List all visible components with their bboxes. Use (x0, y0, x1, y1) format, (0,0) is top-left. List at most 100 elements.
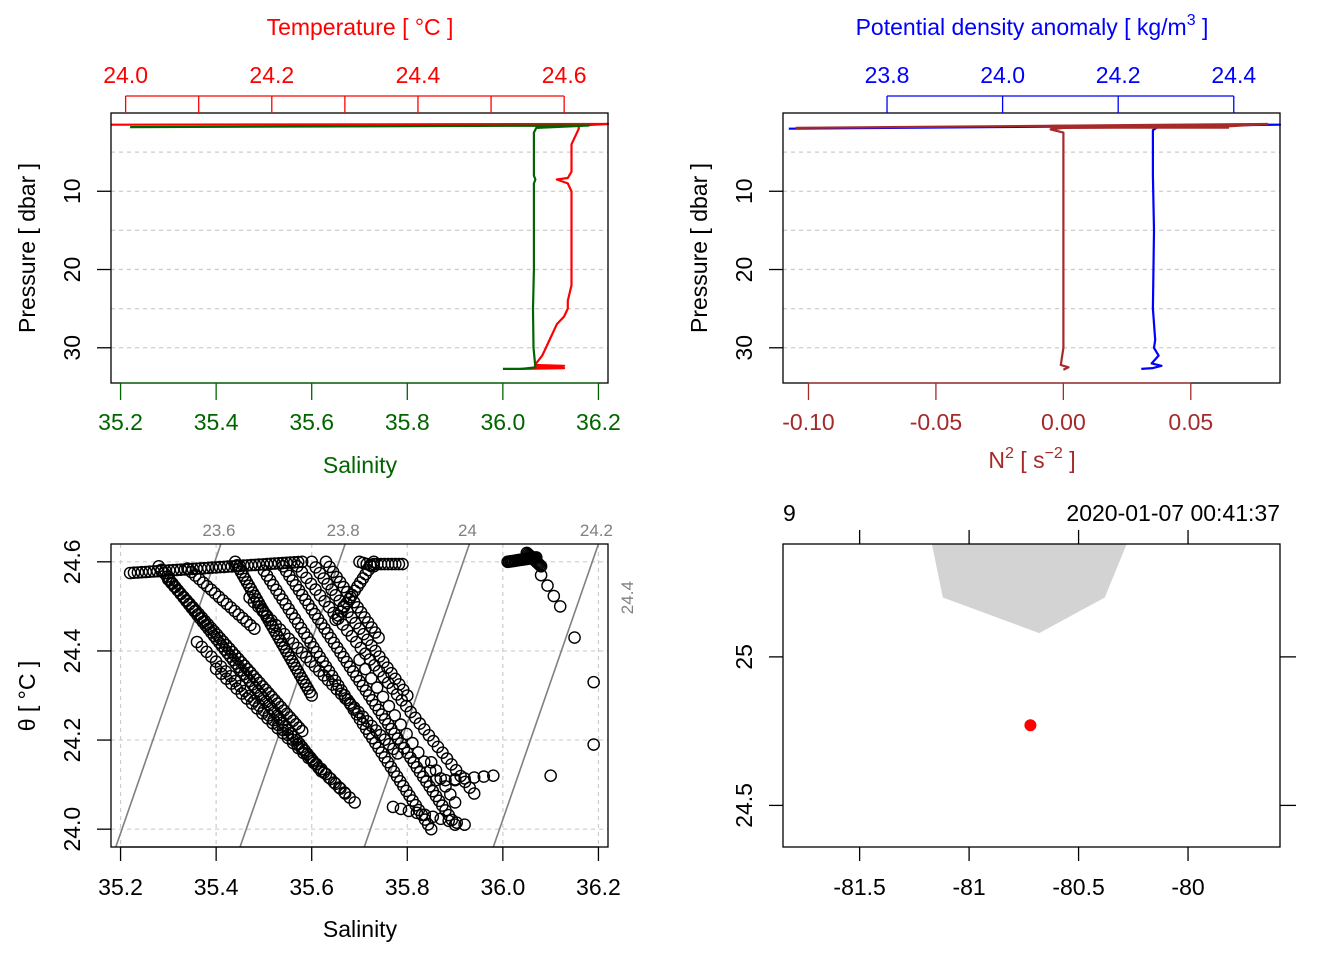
p3-data-point (568, 631, 581, 644)
p3-isopycnals: 23.6 23.8 24 24.2 24.4 (115, 521, 637, 847)
profile-density-n2-panel: 23.8 24.0 24.2 24.4 -0.10 -0.05 0.00 0.05 10 20 30… (686, 12, 1282, 473)
p3-data-point (547, 589, 561, 603)
ts-diagram-panel: 23.6 23.8 24 24.224.4 35.2 35.4 35.6 35.8 36.0 3… (14, 521, 637, 942)
p3-data-point (240, 615, 253, 628)
p3-data-point (448, 818, 462, 832)
p4-bottom-tick-label: -80.5 (1052, 874, 1104, 900)
p4-left-tick-label: 24.5 (731, 783, 757, 828)
p3-data-point (256, 604, 270, 618)
p3-data-point (188, 569, 202, 582)
p3-data-point (406, 736, 419, 750)
p3-bottom-tick-label: 35.6 (289, 874, 334, 900)
p3-data-point (531, 556, 545, 570)
p4-land-polygon (931, 544, 1127, 634)
p3-data-point (192, 572, 206, 586)
p3-data-point (372, 631, 385, 644)
p3-data-point (394, 718, 408, 731)
p2-bottom-tick-label: 0.00 (1041, 409, 1086, 435)
p3-data-point (417, 755, 431, 769)
p3-data-point (477, 770, 491, 783)
p2-bottom-tick-label: -0.10 (782, 409, 834, 435)
p4-station-marker (1024, 719, 1037, 732)
p1-bottom-tick-label: 35.8 (385, 409, 430, 435)
p3-data-point (232, 608, 245, 621)
p3-data-point (299, 650, 313, 664)
p3-data-point (295, 646, 309, 659)
p1-series (110, 122, 610, 370)
p3-theta-axis-title: θ [ °C ] (14, 661, 40, 732)
p3-data-point (587, 738, 600, 751)
p3-data-point (534, 568, 548, 582)
p4-content (931, 544, 1127, 732)
p3-data-point (467, 771, 481, 784)
p3-data-point (295, 724, 309, 738)
p3-data-point (370, 681, 384, 694)
p3-data-point (392, 557, 406, 571)
p3-data-point (400, 727, 413, 741)
p3-isopycnal-lines (115, 544, 600, 847)
p3-data-point (200, 579, 214, 593)
p1-series-temperature (110, 122, 610, 370)
p2-series-potential-density-anomaly (788, 123, 1282, 370)
p1-bottom-tick-label: 35.6 (289, 409, 334, 435)
p3-data-point (587, 675, 600, 689)
p2-density-title-main: Potential density anomaly [ kg/m (856, 14, 1187, 40)
p3-data-point (467, 787, 481, 800)
p3-data-point (359, 662, 372, 676)
p3-data-point (348, 796, 362, 809)
p1-series-salinity (130, 124, 591, 370)
p3-data-point (541, 579, 554, 592)
p3-isopycnal-label: 24 (458, 521, 477, 540)
p3-data-point (247, 595, 261, 609)
p1-top-tick-label: 24.6 (542, 62, 587, 88)
p1-top-tick-label: 24.4 (396, 62, 441, 88)
p3-bottom-tick-label: 36.2 (576, 874, 621, 900)
p2-density-axis-title: Potential density anomaly [ kg/m3 ] (856, 12, 1209, 40)
p3-data-point (544, 769, 557, 783)
p2-gridlines (783, 151, 1280, 349)
p3-salinity-axis-title: Salinity (323, 916, 398, 942)
p3-data-point (388, 709, 402, 722)
p4-station-time: 2020-01-07 00:41:37 (1066, 500, 1280, 526)
p3-data-point (251, 600, 265, 613)
p3-data-point (244, 618, 257, 632)
p3-data-point (533, 559, 547, 572)
p1-top-tick-label: 24.2 (249, 62, 294, 88)
p1-salinity-axis-title: Salinity (323, 452, 398, 478)
p3-data-point (364, 672, 378, 685)
p2-pressure-axis-title: Pressure [ dbar ] (686, 163, 712, 333)
p3-data-point (273, 623, 287, 636)
p3-data-point (224, 601, 238, 614)
p3-isopycnal-line (363, 544, 471, 847)
p2-top-tick-label: 24.4 (1211, 62, 1256, 88)
p3-data-point (448, 796, 462, 809)
p3-data-point (424, 822, 438, 836)
p3-data-point (530, 555, 544, 569)
profile-temperature-salinity-panel: 24.0 24.2 24.4 24.6 35.2 35.4 35.6 35.8 36.0 36.2… (14, 14, 621, 478)
p2-top-tick-label: 24.0 (980, 62, 1025, 88)
p3-data-point (434, 812, 448, 826)
p3-data-point (396, 557, 409, 571)
p3-bottom-tick-label: 36.0 (480, 874, 525, 900)
p1-bottom-tick-label: 36.0 (480, 409, 525, 435)
p3-data-point (291, 641, 304, 655)
p3-data-point (248, 622, 261, 636)
p4-bottom-tick-label: -81 (952, 874, 985, 900)
p2-top-tick-label: 23.8 (865, 62, 910, 88)
p3-data-point (356, 710, 370, 724)
p2-density-title-end: ] (1196, 14, 1209, 40)
p1-left-tick-label: 10 (59, 178, 85, 204)
p4-left-tick-label: 25 (731, 644, 757, 670)
p1-temperature-axis-title: Temperature [ °C ] (267, 14, 454, 40)
p3-data-point (286, 637, 300, 650)
p3-data-point (252, 699, 266, 712)
p3-data-point (448, 773, 462, 787)
p3-data-point (278, 627, 291, 641)
p3-data-point (305, 689, 319, 702)
p3-data-point (282, 632, 296, 646)
p3-data-point (228, 604, 241, 618)
p3-data-point (450, 816, 464, 830)
p3-data-point (204, 583, 218, 597)
p1-axes: 24.0 24.2 24.4 24.6 35.2 35.4 35.6 35.8 36.0 36.2… (59, 62, 621, 435)
